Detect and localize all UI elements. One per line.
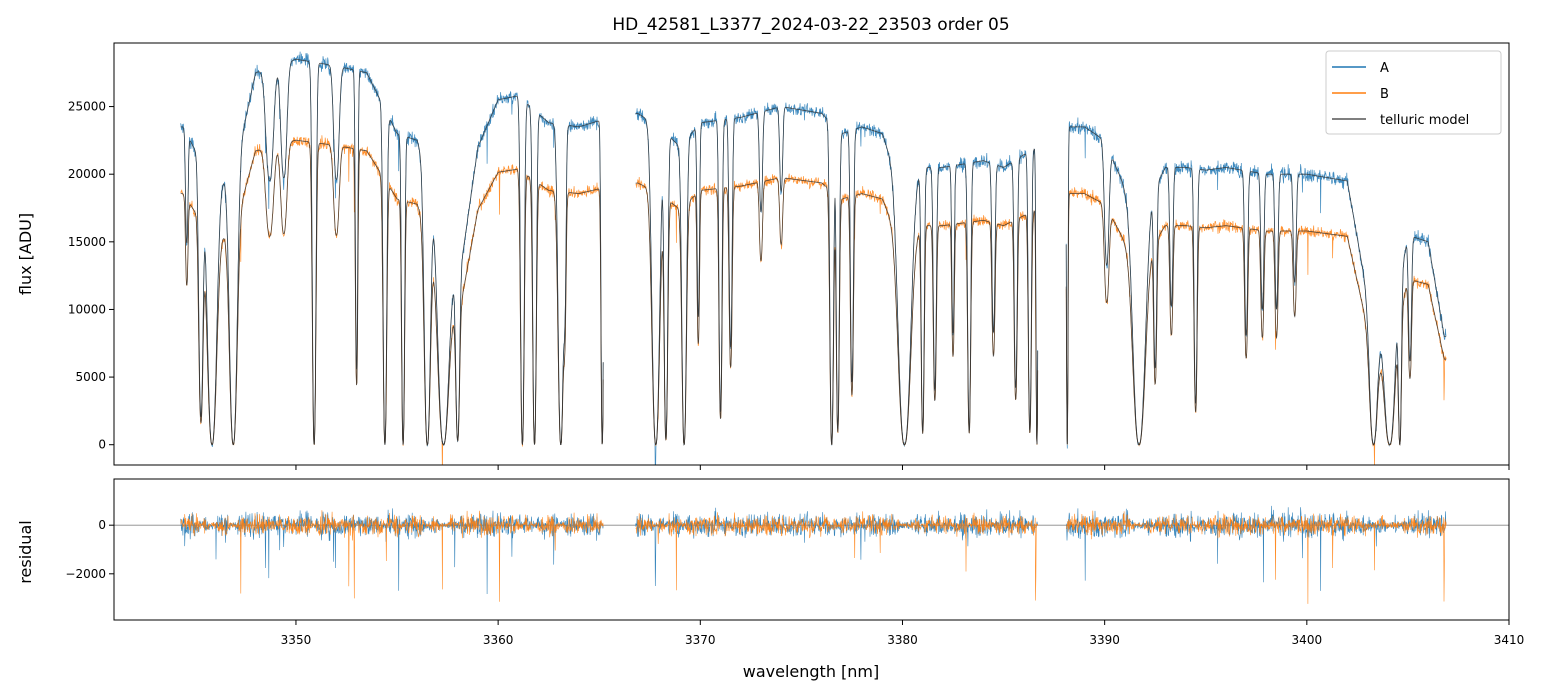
x-axis-label: wavelength [nm] — [743, 662, 880, 681]
top-axes-frame — [113, 42, 1510, 466]
residual-b-0 — [180, 510, 604, 602]
bottom-plot-area — [114, 505, 1509, 604]
residual-b-1 — [635, 511, 1038, 601]
x-tick-label: 3400 — [1292, 633, 1323, 647]
chart-title: HD_42581_L3377_2024-03-22_23503 order 05 — [612, 15, 1009, 35]
bottom-y-tick-label: 0 — [98, 518, 106, 532]
top-y-tick-label: 25000 — [68, 100, 106, 114]
x-tick-label: 3350 — [281, 633, 312, 647]
telluric-model-b-0 — [180, 139, 604, 446]
x-tick-label: 3390 — [1089, 633, 1120, 647]
telluric-model-a-2 — [1065, 126, 1447, 446]
top-x-ticks — [295, 465, 1510, 470]
top-plot-area — [180, 51, 1447, 465]
legend-entry-a: A — [1380, 61, 1389, 76]
top-y-tick-label: 0 — [98, 438, 106, 452]
legend-box — [1325, 50, 1502, 135]
top-panel: 0 5000 10000 15000 20000 25000 flux [ADU] A B… — [16, 42, 1510, 470]
bottom-axes-frame — [113, 478, 1510, 621]
x-tick-label: 3410 — [1494, 633, 1525, 647]
bottom-x-ticks: 3350 3360 3370 3380 3390 3400 3410 — [281, 620, 1525, 647]
bottom-y-axis-label: residual — [16, 520, 35, 583]
top-y-tick-label: 20000 — [68, 167, 106, 181]
bottom-y-tick-label: −2000 — [65, 567, 106, 581]
top-y-tick-label: 10000 — [68, 302, 106, 316]
bottom-y-ticks: −2000 0 — [65, 518, 114, 581]
x-tick-label: 3380 — [887, 633, 918, 647]
top-y-ticks: 0 5000 10000 15000 20000 25000 — [68, 100, 114, 452]
legend: A B telluric model — [1325, 50, 1502, 135]
residual-b-2 — [1065, 510, 1447, 604]
top-y-tick-label: 5000 — [75, 370, 106, 384]
telluric-model-b-2 — [1065, 193, 1447, 447]
top-y-tick-label: 15000 — [68, 235, 106, 249]
top-y-axis-label: flux [ADU] — [16, 213, 35, 295]
x-tick-label: 3360 — [483, 633, 514, 647]
legend-entry-model: telluric model — [1380, 113, 1469, 128]
x-tick-label: 3370 — [685, 633, 716, 647]
legend-entry-b: B — [1380, 87, 1389, 102]
telluric-model-b-1 — [635, 177, 1039, 446]
bottom-panel: −2000 0 3350 3360 3370 3380 3390 3400 3410 resi… — [16, 478, 1525, 647]
